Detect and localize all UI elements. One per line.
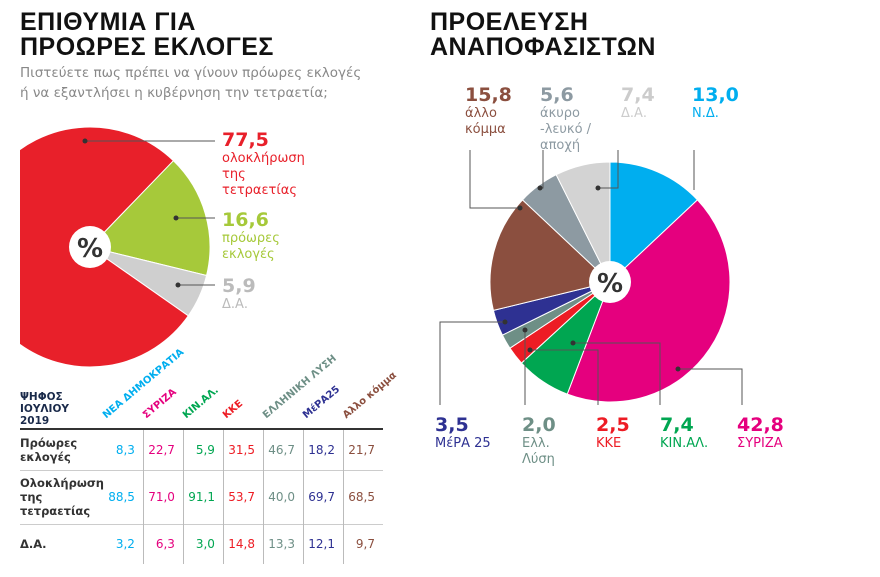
table-cell: 13,3 <box>262 524 304 564</box>
table-cell: 88,5 <box>108 490 135 504</box>
table-cell: 5,9 <box>182 430 224 470</box>
slice-label: Ν.Δ. <box>692 106 719 121</box>
data-label: 7,4 <box>621 84 655 106</box>
left-center-badge <box>69 226 111 268</box>
header-rule <box>20 428 383 430</box>
slice-label: πρόωρες εκλογές <box>222 231 280 262</box>
table-cell: 71,0 <box>142 470 184 524</box>
data-label: 5,6 <box>540 84 574 106</box>
data-label: 2,5 <box>596 414 630 436</box>
data-label: 77,5 <box>222 129 269 151</box>
slice-label: Δ.Α. <box>222 297 249 312</box>
data-label: 5,9 <box>222 275 256 297</box>
left-title: ΕΠΙΘΥΜΙΑ ΓΙΑ ΠΡΟΩΡΕΣ ΕΚΛΟΓΕΣ <box>20 10 274 60</box>
percent-symbol: % <box>597 269 623 299</box>
slice-label: ΜέΡΑ 25 <box>435 436 491 451</box>
table-cell: 91,1 <box>182 470 224 524</box>
slice-label: ΣΥΡΙΖΑ <box>737 436 783 451</box>
pie-slice <box>489 199 612 311</box>
data-label: 42,8 <box>737 414 784 436</box>
table-cell: 6,3 <box>142 524 184 564</box>
table-row: Πρόωρες εκλογές 8,3 22,7 5,9 31,5 46,7 18,2 21,… <box>20 430 383 470</box>
table-cell: 8,3 <box>115 442 135 457</box>
pie-slice <box>609 161 699 284</box>
slice-label: ολοκλήρωση της τετραετίας <box>222 151 305 198</box>
right-center-badge <box>589 261 631 303</box>
title-line: ΠΡΟΕΛΕΥΣΗ <box>430 8 589 36</box>
title-line: ΑΝΑΠΟΦΑΣΙΣΤΩΝ <box>430 33 656 61</box>
table-cell: 69,7 <box>302 470 344 524</box>
label-syriza: 42,8 ΣΥΡΙΖΑ <box>737 415 784 452</box>
table-cell: 53,7 <box>222 470 264 524</box>
data-label: 15,8 <box>465 84 512 106</box>
data-label: 13,0 <box>692 84 739 106</box>
table-cell: 68,5 <box>343 470 383 524</box>
table-cell: 21,7 <box>343 430 383 470</box>
row-label: Πρόωρες εκλογές <box>20 435 78 464</box>
left-pie <box>20 126 211 368</box>
table-cell: 31,5 <box>222 430 264 470</box>
table-cell: 3,0 <box>182 524 224 564</box>
label-nd: 13,0 Ν.Δ. <box>692 85 739 122</box>
slice-label: ΚΙΝ.ΑΛ. <box>660 436 709 451</box>
slice-label: άλλο κόμμα <box>465 106 506 137</box>
table-row: Ολοκλήρωση της τετραετίας 88,5 71,0 91,1 53,… <box>20 470 383 524</box>
row-label: Δ.Α. <box>20 537 47 552</box>
table-cell: 9,7 <box>343 524 383 564</box>
table-cell: 3,2 <box>115 537 135 552</box>
leader-dots <box>82 138 681 372</box>
table-cell: 40,0 <box>262 470 304 524</box>
leader-lines <box>85 140 743 405</box>
label-da-right: 7,4 Δ.Α. <box>621 85 655 122</box>
label-kinal: 7,4 ΚΙΝ.ΑΛ. <box>660 415 708 452</box>
slice-label: άκυρο -λευκό /αποχή <box>540 106 592 153</box>
label-other: 15,8 άλλο κόμμα <box>465 85 525 138</box>
label-mera25: 3,5 ΜέΡΑ 25 <box>435 415 491 452</box>
right-pie <box>489 161 731 403</box>
table-row: Δ.Α. 3,2 6,3 3,0 14,8 13,3 12,1 9,7 <box>20 524 383 564</box>
table-cell: 22,7 <box>142 430 184 470</box>
data-label: 3,5 <box>435 414 469 436</box>
label-ell-lysi: 2,0 Ελλ. Λύση <box>522 415 564 468</box>
slice-label: ΚΚΕ <box>596 436 622 451</box>
pie-slice <box>555 161 611 283</box>
left-subtitle: Πιστεύετε πως πρέπει να γίνουν πρόωρες ε… <box>20 63 361 103</box>
title-line: ΠΡΟΩΡΕΣ ΕΚΛΟΓΕΣ <box>20 33 274 61</box>
pie-slice <box>20 126 189 368</box>
data-label: 16,6 <box>222 209 269 231</box>
data-label: 7,4 <box>660 414 694 436</box>
table-cell: 18,2 <box>302 430 344 470</box>
subtitle-line: ή να εξαντλήσει η κυβέρνηση την τετραετί… <box>20 85 328 101</box>
row-label: Ολοκλήρωση της τετραετίας <box>20 476 104 518</box>
title-line: ΕΠΙΘΥΜΙΑ ΓΙΑ <box>20 8 196 36</box>
pie-slice <box>89 159 211 277</box>
label-da: 5,9 Δ.Α. <box>222 276 256 313</box>
label-invalid: 5,6 άκυρο -λευκό /αποχή <box>540 85 595 154</box>
data-label: 2,0 <box>522 414 556 436</box>
table-corner: ΨΗΦΟΣ ΙΟΥΛΙΟΥ 2019 <box>20 391 69 427</box>
table-cell: 12,1 <box>302 524 344 564</box>
table-cell: 46,7 <box>262 430 304 470</box>
vote-table: Πρόωρες εκλογές 8,3 22,7 5,9 31,5 46,7 18,2 21,… <box>20 430 383 564</box>
right-title: ΠΡΟΕΛΕΥΣΗ ΑΝΑΠΟΦΑΣΙΣΤΩΝ <box>430 10 656 60</box>
table-cell: 14,8 <box>222 524 264 564</box>
percent-symbol: % <box>77 234 103 264</box>
subtitle-line: Πιστεύετε πως πρέπει να γίνουν πρόωρες ε… <box>20 65 362 81</box>
pie-slice <box>566 199 731 403</box>
label-kke: 2,5 ΚΚΕ <box>596 415 630 452</box>
slice-label: Ελλ. Λύση <box>522 436 555 467</box>
label-completion: 77,5 ολοκλήρωση της τετραετίας <box>222 130 312 199</box>
label-early: 16,6 πρόωρες εκλογές <box>222 210 292 263</box>
slice-label: Δ.Α. <box>621 106 648 121</box>
